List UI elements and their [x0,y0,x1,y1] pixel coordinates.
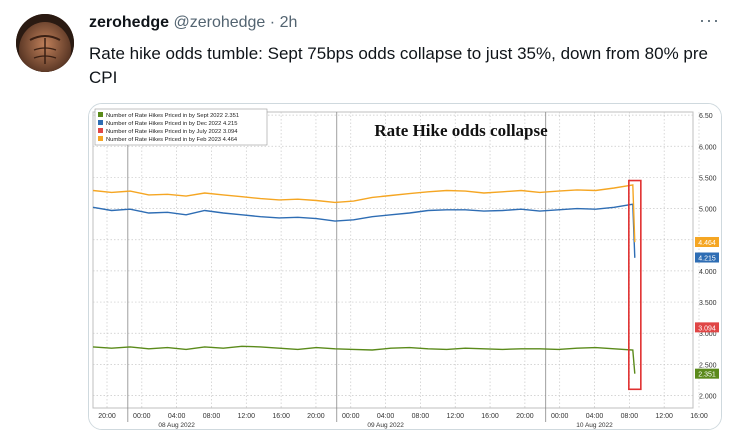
x-tick-label: 08:00 [621,413,639,420]
y-tick-label: 6.50 [699,113,713,120]
avatar[interactable] [16,14,74,72]
legend-entry: Number of Rate Hikes Priced in by Feb 20… [106,137,238,143]
x-tick-label: 00:00 [133,413,151,420]
y-tick-label: 6.000 [699,144,717,151]
x-tick-label: 12:00 [446,413,464,420]
legend-entry: Number of Rate Hikes Priced in by July 2… [106,129,238,135]
x-tick-label: 00:00 [551,413,569,420]
value-badge-label: 2.351 [698,372,716,379]
x-tick-label: 04:00 [168,413,186,420]
more-options-icon[interactable]: ··· [699,10,720,30]
y-tick-label: 5.000 [699,207,717,214]
x-tick-label: 12:00 [238,413,256,420]
value-badge-label: 3.094 [698,325,716,332]
x-tick-label: 16:00 [481,413,499,420]
legend-box [94,108,268,146]
value-badge [695,322,719,333]
value-badge [695,368,719,379]
y-tick-label: 4.000 [699,269,717,276]
legend-entry: Number of Rate Hikes Priced in by Sept 2… [106,113,239,119]
x-tick-label: 08:00 [203,413,221,420]
x-tick-label: 12:00 [655,413,673,420]
tweet-header: zerohedge @zerohedge · 2h ··· [89,10,720,38]
plot-area [92,111,694,409]
tweet-text: Rate hike odds tumble: Sept 75bps odds c… [89,44,708,87]
chart-title: Rate Hike odds collapse [374,121,548,140]
legend-swatch [98,128,103,133]
username[interactable]: @zerohedge [173,14,266,31]
legend-entry: Number of Rate Hikes Priced in by Dec 20… [106,121,237,127]
legend-swatch [98,120,103,125]
series-line [92,203,636,258]
avatar-image [16,14,74,72]
date-label: 09 Aug 2022 [367,422,404,429]
tweet-media[interactable]: 2.0002.5003.0003.5004.0004.5005.0005.500… [88,103,722,430]
y-tick-label: 3.500 [699,300,717,307]
legend-swatch [98,136,103,141]
x-tick-label: 04:00 [586,413,604,420]
series-line [92,345,636,374]
y-tick-label: 2.000 [699,394,717,401]
value-badge [695,236,719,247]
x-tick-label: 16:00 [690,413,708,420]
highlight-box [628,179,642,391]
y-tick-label: 3.000 [699,331,717,338]
y-tick-label: 5.500 [699,175,717,182]
series-line [92,184,636,243]
date-label: 08 Aug 2022 [158,422,195,429]
x-tick-label: 20:00 [98,413,116,420]
timestamp[interactable]: 2h [279,14,298,31]
legend-swatch [98,112,103,117]
display-name[interactable]: zerohedge [89,14,170,31]
chart: 2.0002.5003.0003.5004.0004.5005.0005.500… [89,104,721,429]
value-badge [695,252,719,263]
x-tick-label: 20:00 [307,413,325,420]
value-badge-label: 4.464 [698,240,716,247]
x-tick-label: 04:00 [377,413,395,420]
x-tick-label: 08:00 [412,413,430,420]
y-tick-label: 2.500 [699,362,717,369]
separator: · [269,14,276,31]
value-badge-label: 4.215 [698,256,716,263]
x-tick-label: 20:00 [516,413,534,420]
date-label: 10 Aug 2022 [576,422,613,429]
x-tick-label: 16:00 [272,413,290,420]
x-tick-label: 00:00 [342,413,360,420]
